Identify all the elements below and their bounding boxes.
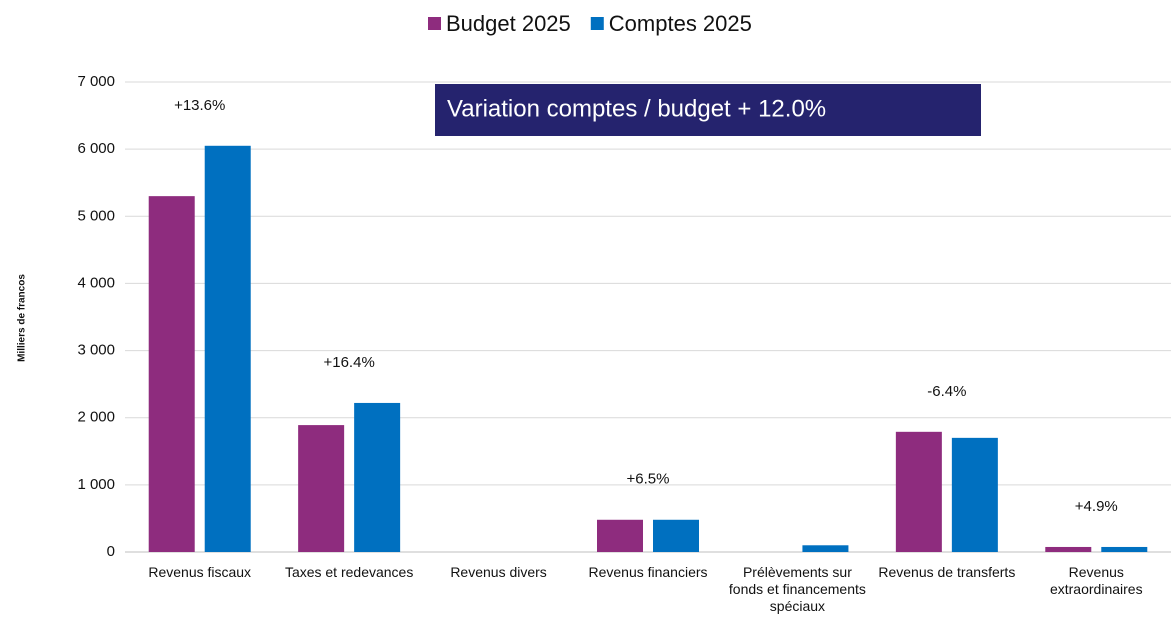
legend-swatch bbox=[428, 17, 441, 30]
x-tick-label: Revenus fiscaux bbox=[148, 564, 252, 580]
group-label: +4.9% bbox=[1075, 498, 1118, 515]
y-tick-label: 3 000 bbox=[77, 342, 115, 359]
y-tick-label: 2 000 bbox=[77, 409, 115, 426]
x-tick-label: Revenus extraordinaires bbox=[1049, 564, 1143, 597]
bar bbox=[1045, 546, 1092, 552]
x-tick-box: Revenus fiscaux bbox=[148, 564, 252, 580]
bar bbox=[354, 402, 401, 552]
legend-label: Comptes 2025 bbox=[609, 11, 752, 36]
x-tick-label: Taxes et redevances bbox=[284, 564, 414, 580]
x-tick-label: Prélèvements sur fonds et financements s… bbox=[728, 564, 866, 614]
bar bbox=[1101, 546, 1148, 552]
bar bbox=[204, 145, 251, 553]
x-tick-box: Revenus extraordinaires bbox=[1049, 564, 1143, 597]
y-tick-label: 6 000 bbox=[77, 140, 115, 157]
bar bbox=[597, 519, 643, 552]
y-tick-label: 7 000 bbox=[77, 73, 115, 90]
y-tick-label: 5 000 bbox=[77, 207, 115, 224]
group-label: +13.6% bbox=[174, 97, 225, 114]
bar bbox=[298, 425, 345, 552]
group-label: -6.4% bbox=[927, 383, 966, 400]
y-axis-label: Milliers de francos bbox=[17, 274, 28, 362]
bar bbox=[653, 519, 699, 552]
bar bbox=[895, 431, 942, 552]
group-label: +16.4% bbox=[323, 354, 374, 371]
x-tick-box: Revenus de transferts bbox=[878, 564, 1016, 580]
x-tick-label: Revenus de transferts bbox=[878, 564, 1016, 580]
annotation-box bbox=[435, 84, 981, 136]
bar bbox=[148, 196, 195, 552]
y-tick-label: 1 000 bbox=[77, 476, 115, 493]
group-label: +6.5% bbox=[627, 471, 670, 488]
x-tick-box: Revenus financiers bbox=[588, 564, 708, 580]
x-tick-box: Taxes et redevances bbox=[284, 564, 414, 580]
bar bbox=[802, 545, 849, 552]
x-tick-box: Prélèvements sur fonds et financements s… bbox=[728, 564, 866, 614]
annotation: Variation comptes / budget + 12.0% bbox=[447, 95, 826, 122]
y-tick-label: 0 bbox=[107, 543, 115, 560]
x-tick-label: Revenus divers bbox=[450, 564, 547, 580]
legend-swatch bbox=[590, 17, 604, 30]
bar bbox=[951, 437, 998, 552]
legend-label: Budget 2025 bbox=[446, 11, 571, 36]
x-tick-box: Revenus divers bbox=[450, 564, 547, 580]
y-tick-label: 4 000 bbox=[77, 274, 115, 291]
x-tick-label: Revenus financiers bbox=[588, 564, 708, 580]
